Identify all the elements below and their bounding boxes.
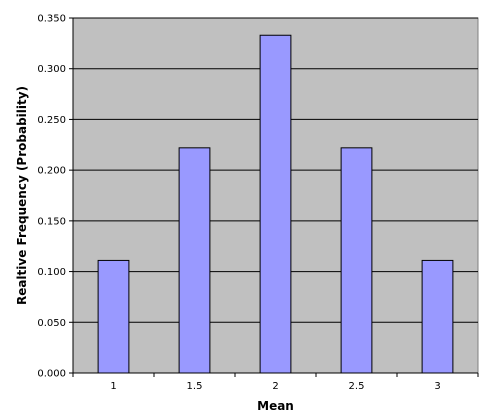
y-tick-label: 0.050 (37, 318, 66, 329)
y-tick-label: 0.000 (37, 369, 66, 380)
x-tick-label: 1 (110, 381, 116, 392)
y-axis-ticks: 0.000 0.050 0.100 0.150 0.200 0.250 0.300 0.350 (37, 14, 73, 380)
x-tick-label: 3 (434, 381, 440, 392)
bar (340, 147, 373, 374)
y-axis-title: Realtive Frequency (Probability) (15, 86, 29, 305)
bar (178, 147, 211, 374)
x-axis-title: Mean (257, 399, 294, 413)
bar (421, 259, 454, 374)
y-tick-label: 0.150 (37, 216, 66, 227)
bar (97, 259, 130, 374)
y-tick-label: 0.250 (37, 115, 66, 126)
x-axis-ticks: 1 1.5 2 2.5 3 (72, 373, 479, 392)
bar (259, 34, 292, 374)
x-tick-label: 2.5 (349, 381, 365, 392)
y-tick-label: 0.350 (37, 14, 66, 25)
x-tick-label: 2 (272, 381, 278, 392)
y-tick-label: 0.300 (37, 64, 66, 75)
y-tick-label: 0.200 (37, 166, 66, 177)
x-tick-label: 1.5 (187, 381, 203, 392)
y-tick-label: 0.100 (37, 267, 66, 278)
